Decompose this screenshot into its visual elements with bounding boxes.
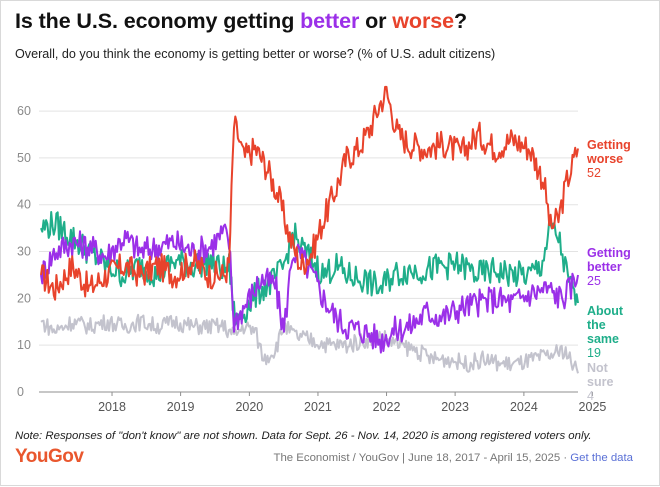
series-label-text: About — [587, 304, 624, 318]
series-lines — [40, 85, 579, 374]
y-tick-label: 30 — [17, 245, 31, 259]
series-line-not-sure — [40, 313, 579, 374]
x-tick-label: 2025 — [579, 400, 607, 414]
series-last-value: 19 — [587, 346, 601, 360]
series-line-getting-worse — [40, 85, 579, 301]
series-last-value: 4 — [587, 389, 594, 403]
series-label-text: worse — [586, 152, 623, 166]
series-last-value: 52 — [587, 166, 601, 180]
series-label-text: sure — [587, 375, 613, 389]
y-tick-label: 50 — [17, 151, 31, 165]
x-tick-label: 2023 — [441, 400, 469, 414]
x-tick-label: 2022 — [373, 400, 401, 414]
x-tick-label: 2019 — [167, 400, 195, 414]
chart-title: Is the U.S. economy getting better or wo… — [15, 9, 467, 34]
yougov-logo: YouGov — [15, 446, 84, 467]
series-label-text: Getting — [587, 246, 631, 260]
x-tick-label: 2020 — [235, 400, 263, 414]
get-the-data-link[interactable]: Get the data — [570, 452, 633, 464]
x-tick-label: 2024 — [510, 400, 538, 414]
chart-note: Note: Responses of "don't know" are not … — [15, 430, 592, 442]
x-tick-label: 2018 — [98, 400, 126, 414]
y-tick-label: 10 — [17, 338, 31, 352]
title-worse: worse — [392, 9, 454, 33]
x-axis-ticks: 2018 2019 2020 2021 2022 2023 2024 2025 — [98, 392, 606, 414]
y-tick-label: 40 — [17, 198, 31, 212]
source-line: The Economist / YouGov | June 18, 2017 -… — [274, 452, 633, 464]
source-text: The Economist / YouGov | June 18, 2017 -… — [273, 452, 571, 464]
x-tick-label: 2021 — [304, 400, 332, 414]
title-better: better — [300, 9, 360, 33]
series-label-text: Not — [587, 361, 609, 375]
series-line-getting-better — [40, 223, 579, 354]
title-part: or — [359, 9, 393, 33]
series-labels: Gettingworse52Gettingbetter25Aboutthesam… — [586, 138, 631, 403]
y-tick-label: 60 — [17, 104, 31, 118]
chart-subtitle: Overall, do you think the economy is get… — [15, 47, 496, 61]
series-last-value: 25 — [587, 274, 601, 288]
title-part: Is the U.S. economy getting — [15, 9, 301, 33]
series-label-text: the — [587, 318, 606, 332]
y-tick-label: 20 — [17, 291, 31, 305]
y-tick-label: 0 — [17, 385, 24, 399]
series-label-text: Getting — [587, 138, 631, 152]
title-part: ? — [453, 9, 467, 33]
series-label-text: same — [587, 332, 619, 346]
series-label-text: better — [587, 260, 622, 274]
y-axis-ticks: 0 10 20 30 40 50 60 — [17, 104, 31, 399]
